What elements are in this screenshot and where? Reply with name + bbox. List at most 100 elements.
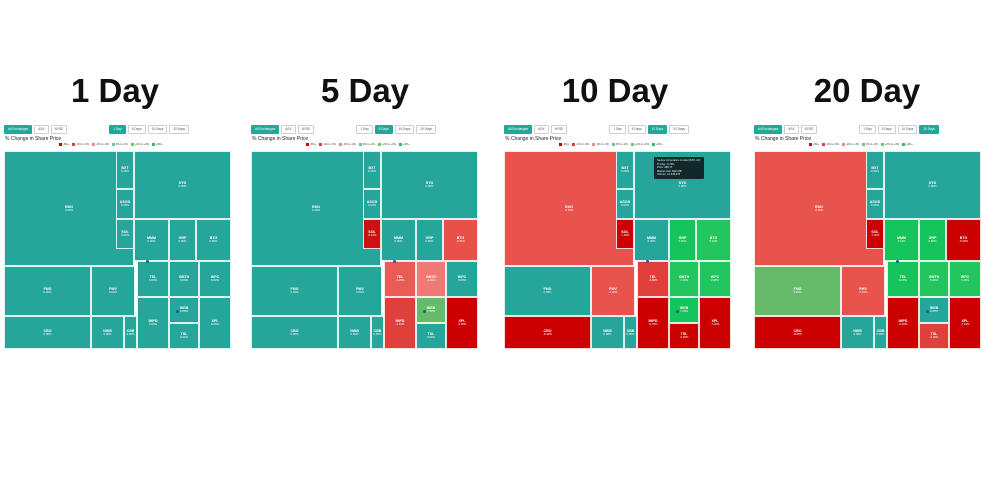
period-tab[interactable]: 1 Day: [859, 125, 876, 134]
period-tab[interactable]: 1 Day: [356, 125, 373, 134]
treemap-tile[interactable]: XPL -6.50%: [446, 297, 478, 349]
period-tab[interactable]: 5 Days: [627, 125, 646, 134]
treemap-tile[interactable]: SYD 0.00%: [381, 151, 478, 219]
exchange-tab[interactable]: NYSE: [550, 125, 568, 134]
treemap-tile[interactable]: TEL 0.00%: [137, 261, 169, 297]
treemap-tile[interactable]: IMPD -6.20%: [887, 297, 919, 349]
period-tab[interactable]: 5 Days: [374, 125, 393, 134]
treemap-tile[interactable]: IMPD -6.70%: [637, 297, 669, 349]
treemap-tile[interactable]: SOL -7.40%: [866, 219, 884, 249]
treemap-tile[interactable]: WEB 7.20%: [669, 297, 699, 323]
period-tab[interactable]: 10 Days: [647, 125, 668, 134]
treemap-tile[interactable]: PMV 0.00%: [338, 266, 382, 316]
treemap-tile[interactable]: BKN 0.00%: [251, 151, 381, 266]
treemap-tile[interactable]: BXT 0.00%: [866, 151, 884, 189]
treemap-tile[interactable]: BTG -6.90%: [946, 219, 981, 261]
exchange-tab[interactable]: All Exchanges: [4, 125, 33, 134]
treemap-tile[interactable]: CBO -8.80%: [754, 316, 841, 349]
treemap-tile[interactable]: BKN 0.00%: [4, 151, 134, 266]
treemap-tile[interactable]: NWB 0.00%: [841, 316, 874, 349]
treemap-tile[interactable]: TEL -3.20%: [384, 261, 416, 297]
treemap-tile[interactable]: SOL 0.00%: [116, 219, 134, 249]
treemap-tile[interactable]: BTG 0.00%: [196, 219, 231, 261]
treemap-tile[interactable]: GRP 6.40%: [669, 219, 696, 261]
treemap-tile[interactable]: GMTH 4.10%: [669, 261, 699, 297]
treemap-tile[interactable]: TSL 0.00%: [416, 323, 446, 349]
period-tab[interactable]: 10 Days: [897, 125, 918, 134]
treemap-tile[interactable]: BXT 0.00%: [116, 151, 134, 189]
exchange-tab[interactable]: NYSE: [297, 125, 315, 134]
period-tab[interactable]: 20 Days: [169, 125, 189, 134]
treemap-tile[interactable]: CBB 0.00%: [124, 316, 137, 349]
exchange-tab[interactable]: All Exchanges: [754, 125, 783, 134]
treemap-tile[interactable]: CBO -8.30%: [504, 316, 591, 349]
treemap-tile[interactable]: CBB 0.00%: [874, 316, 887, 349]
exchange-tab[interactable]: ASX: [534, 125, 549, 134]
treemap-tile[interactable]: GMTH 5.30%: [919, 261, 949, 297]
treemap-tile[interactable]: WPC 0.00%: [446, 261, 478, 297]
treemap-tile[interactable]: BKN -5.20%: [504, 151, 634, 266]
treemap-tile[interactable]: TEL 6.20%: [887, 261, 919, 297]
period-tab[interactable]: 10 Days: [147, 125, 168, 134]
period-tab[interactable]: 5 Days: [877, 125, 896, 134]
treemap-tile[interactable]: FMG 0.00%: [4, 266, 91, 316]
treemap-tile[interactable]: TSL -4.40%: [919, 323, 949, 349]
treemap-tile[interactable]: WPC 4.40%: [949, 261, 981, 297]
exchange-tab[interactable]: ASX: [34, 125, 49, 134]
treemap-tile[interactable]: MMM 0.00%: [381, 219, 416, 261]
treemap-tile[interactable]: MMM 7.10%: [884, 219, 919, 261]
exchange-tab[interactable]: NYSE: [50, 125, 68, 134]
exchange-tab[interactable]: ASX: [784, 125, 799, 134]
treemap-tile[interactable]: SOL -6.12%: [363, 219, 381, 249]
treemap-tile[interactable]: XPL -7.10%: [949, 297, 981, 349]
treemap-tile[interactable]: BXT 0.00%: [363, 151, 381, 189]
treemap-tile[interactable]: WEB 2.30%: [416, 297, 446, 323]
period-tab[interactable]: 20 Days: [919, 125, 939, 134]
treemap-tile[interactable]: NWB 0.00%: [338, 316, 371, 349]
treemap-tile[interactable]: NWB 0.00%: [591, 316, 624, 349]
period-tab[interactable]: 10 Days: [394, 125, 415, 134]
exchange-tab[interactable]: ASX: [281, 125, 296, 134]
exchange-tab[interactable]: All Exchanges: [504, 125, 533, 134]
treemap-tile[interactable]: IMPD 0.00%: [137, 297, 169, 349]
treemap-tile[interactable]: GRP 0.00%: [169, 219, 196, 261]
treemap-tile[interactable]: ASOD 0.00%: [616, 189, 634, 219]
treemap-tile[interactable]: ASOD 0.00%: [363, 189, 381, 219]
treemap-tile[interactable]: GRP 0.00%: [416, 219, 443, 261]
period-tab[interactable]: 5 Days: [127, 125, 146, 134]
treemap-tile[interactable]: BTG 5.10%: [696, 219, 731, 261]
treemap-tile[interactable]: MMM 0.00%: [634, 219, 669, 261]
period-tab[interactable]: 1 Day: [609, 125, 626, 134]
treemap-tile[interactable]: GMTH -2.40%: [416, 261, 446, 297]
treemap-tile[interactable]: SYD 0.00%: [134, 151, 231, 219]
treemap-tile[interactable]: PMV 0.00%: [91, 266, 135, 316]
treemap-tile[interactable]: GRP 6.80%: [919, 219, 946, 261]
exchange-tab[interactable]: NYSE: [800, 125, 818, 134]
treemap-tile[interactable]: PMV -5.10%: [841, 266, 885, 316]
treemap-tile[interactable]: CBO 0.00%: [4, 316, 91, 349]
treemap-tile[interactable]: SYD 0.00%: [884, 151, 981, 219]
treemap-tile[interactable]: XPL -7.40%: [699, 297, 731, 349]
treemap-tile[interactable]: GMTH 0.00%: [169, 261, 199, 297]
treemap-tile[interactable]: WPC 0.00%: [199, 261, 231, 297]
period-tab[interactable]: 20 Days: [416, 125, 436, 134]
period-tab[interactable]: 20 Days: [669, 125, 689, 134]
treemap-tile[interactable]: FMG 0.00%: [504, 266, 591, 316]
treemap-tile[interactable]: IMPD -4.10%: [384, 297, 416, 349]
treemap-tile[interactable]: BTG -3.51%: [443, 219, 478, 261]
treemap-tile[interactable]: TEL -4.80%: [637, 261, 669, 297]
treemap-tile[interactable]: NWB 0.00%: [91, 316, 124, 349]
treemap-tile[interactable]: WEB 0.00%: [169, 297, 199, 323]
treemap-tile[interactable]: CBB 0.00%: [624, 316, 637, 349]
exchange-tab[interactable]: All Exchanges: [251, 125, 280, 134]
treemap-tile[interactable]: FMG 0.00%: [251, 266, 338, 316]
treemap-tile[interactable]: FMG 3.20%: [754, 266, 841, 316]
period-tab[interactable]: 1 Day: [109, 125, 126, 134]
treemap-tile[interactable]: WEB 0.00%: [919, 297, 949, 323]
treemap-tile[interactable]: TSL -6.90%: [669, 323, 699, 349]
treemap-tile[interactable]: WPC 3.90%: [699, 261, 731, 297]
treemap-tile[interactable]: CBO 0.00%: [251, 316, 338, 349]
treemap-tile[interactable]: BKN -5.60%: [754, 151, 884, 266]
treemap-tile[interactable]: CBB 0.00%: [371, 316, 384, 349]
treemap-tile[interactable]: XPL 0.00%: [199, 297, 231, 349]
